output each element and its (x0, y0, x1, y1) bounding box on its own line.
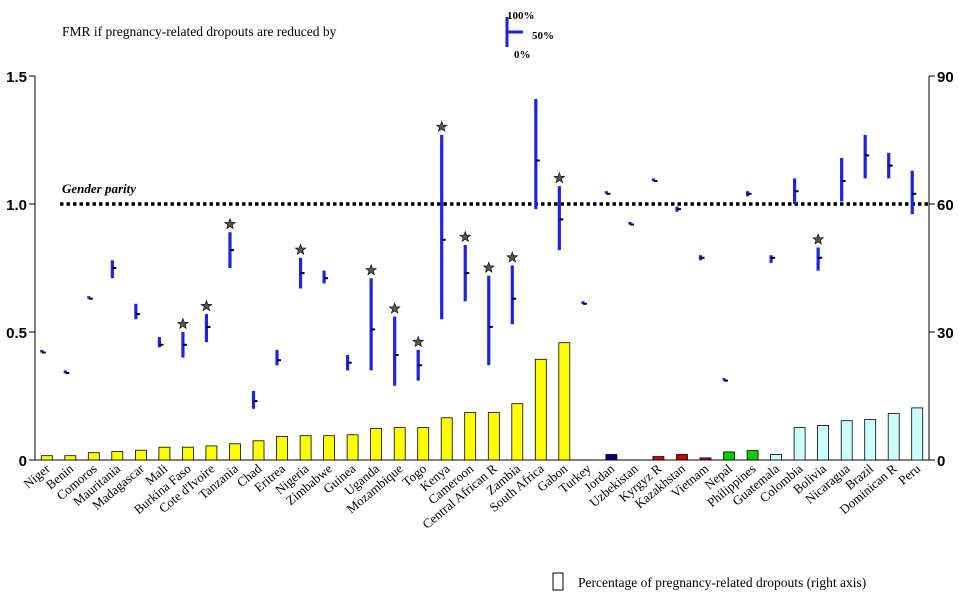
bar-5 (158, 446, 171, 461)
legend-bottom-label: Percentage of pregnancy-related dropouts… (578, 575, 866, 590)
left-tick-label-1: 0.5 (6, 325, 27, 342)
bar-6 (181, 446, 194, 461)
star-marker-11 (294, 243, 307, 255)
bar-0 (40, 455, 53, 461)
star-marker-14 (365, 263, 378, 276)
bar-37 (911, 407, 924, 461)
right-tick-label-3: 90 (937, 69, 954, 86)
bar-9 (252, 440, 265, 461)
bar-13 (346, 434, 359, 461)
right-tick-label-1: 30 (937, 325, 954, 342)
legend-top: FMR if pregnancy-related dropouts are re… (62, 10, 554, 61)
star-marker-19 (482, 261, 495, 273)
legend-top-label-50: 50% (532, 30, 554, 42)
right-tick-label-2: 60 (937, 197, 954, 214)
bar-20 (511, 403, 524, 461)
bar-24 (605, 454, 618, 461)
bar-3 (111, 451, 124, 461)
star-marker-33 (812, 233, 825, 245)
bar-22 (558, 342, 571, 461)
star-marker-15 (388, 302, 401, 314)
fmr-ranges (40, 99, 917, 409)
country-label-37: Peru (895, 460, 923, 487)
star-marker-6 (176, 317, 189, 330)
right-tick-label-0: 0 (937, 453, 945, 470)
star-marker-7 (200, 299, 213, 312)
star-marker-16 (412, 335, 425, 348)
legend-bottom-swatch (552, 572, 564, 591)
bar-29 (723, 451, 735, 461)
bar-15 (393, 427, 406, 461)
bar-31 (770, 454, 782, 461)
bar-7 (205, 445, 218, 461)
left-tick-label-3: 1.5 (6, 69, 27, 86)
left-tick-label-2: 1.0 (6, 197, 27, 214)
bar-19 (487, 412, 500, 461)
bar-28 (699, 457, 712, 461)
star-marker-17 (435, 120, 448, 133)
legend-top-label-0: 0% (514, 49, 531, 61)
bar-33 (817, 424, 829, 461)
bar-30 (746, 450, 759, 461)
bar-10 (276, 436, 288, 461)
bar-14 (370, 427, 383, 461)
left-tick-label-0: 0 (19, 453, 27, 470)
bar-4 (134, 449, 147, 461)
star-marker-8 (223, 217, 237, 230)
star-marker-20 (506, 251, 519, 263)
bar-12 (323, 435, 336, 461)
bar-35 (864, 419, 877, 461)
bar-34 (840, 420, 853, 461)
legend-top-label-100: 100% (507, 10, 535, 22)
star-marker-22 (553, 171, 566, 184)
bar-2 (87, 452, 100, 461)
bar-16 (417, 427, 430, 461)
bar-17 (440, 417, 453, 461)
legend-bottom: Percentage of pregnancy-related dropouts… (552, 572, 866, 591)
bar-18 (464, 412, 477, 461)
bar-8 (229, 443, 241, 461)
bar-32 (793, 427, 806, 461)
bar-36 (887, 413, 900, 461)
bar-27 (676, 454, 688, 461)
country-labels: NigerBeninComorosMauritaniaMadagascarMal… (20, 460, 923, 531)
bar-1 (64, 455, 77, 461)
legend-top-title: FMR if pregnancy-related dropouts are re… (62, 24, 337, 39)
star-marker-18 (459, 230, 472, 243)
bar-21 (534, 358, 547, 461)
dropout-bars (40, 342, 924, 461)
gender-parity-label: Gender parity (62, 181, 136, 196)
gender-parity: Gender parity (60, 181, 929, 206)
bar-11 (299, 435, 312, 461)
bar-26 (652, 456, 665, 461)
axes: 0 0.5 1.0 1.5 0 30 60 90 (6, 69, 954, 470)
